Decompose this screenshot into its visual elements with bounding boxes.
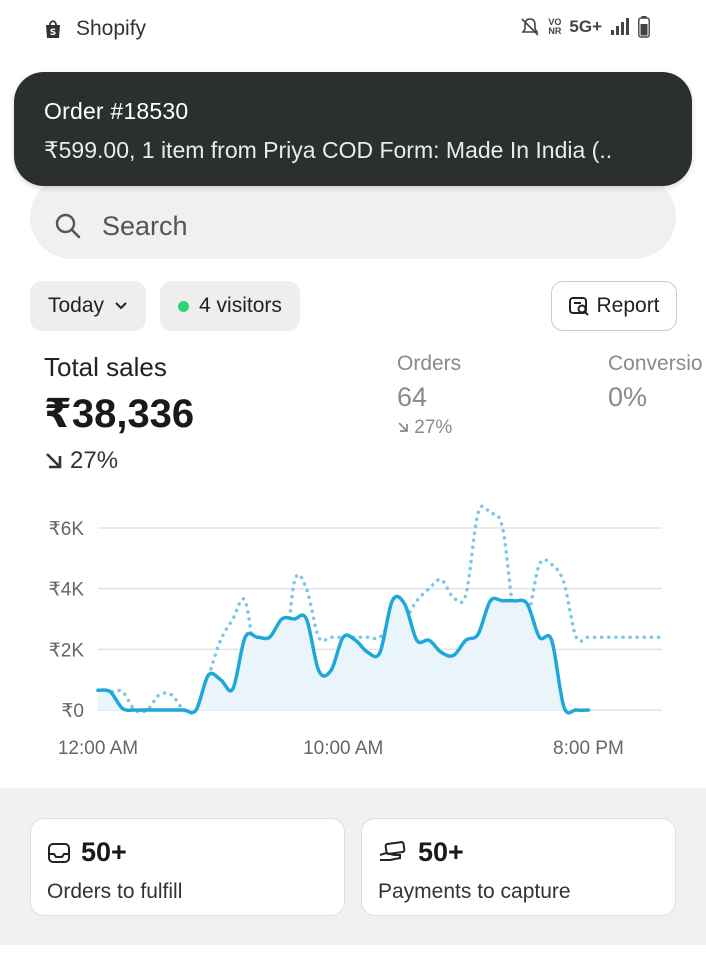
signal-icon bbox=[611, 18, 629, 35]
total-sales-change-value: 27% bbox=[70, 447, 119, 474]
payments-to-capture-card[interactable]: 50+ Payments to capture bbox=[361, 818, 676, 916]
series-line-today bbox=[96, 594, 591, 715]
total-sales-value: ₹38,336 bbox=[44, 392, 195, 436]
tasks-section: 50+ Orders to fulfill 50+ Payments to ca… bbox=[0, 788, 706, 945]
search-bar[interactable]: Search bbox=[30, 175, 676, 259]
conversion-value: 0% bbox=[608, 382, 648, 412]
search-icon bbox=[55, 213, 81, 239]
live-dot-icon bbox=[178, 300, 190, 312]
orders-to-fulfill-count: 50+ bbox=[81, 837, 127, 867]
report-button[interactable]: Report bbox=[551, 281, 677, 331]
shopify-bag-icon: S bbox=[46, 20, 60, 38]
arrow-down-right-icon bbox=[398, 422, 408, 432]
bell-muted-icon bbox=[521, 18, 539, 36]
series-line-comparison bbox=[96, 504, 664, 715]
notification-body: ₹599.00, 1 item from Priya COD Form: Mad… bbox=[44, 137, 613, 163]
total-sales-metric[interactable]: Total sales ₹38,336 27% bbox=[44, 352, 194, 475]
conversion-label: Conversio bbox=[608, 352, 703, 375]
report-label: Report bbox=[596, 294, 660, 317]
battery-icon bbox=[638, 16, 650, 38]
payments-to-capture-label: Payments to capture bbox=[378, 880, 571, 903]
conversion-metric[interactable]: Conversio 0% bbox=[608, 352, 706, 413]
status-icons: VO NR 5G+ bbox=[520, 16, 650, 38]
y-tick-label: ₹4K bbox=[49, 580, 85, 601]
status-bar: S Shopify VO NR 5G+ bbox=[0, 0, 706, 60]
orders-to-fulfill-card[interactable]: 50+ Orders to fulfill bbox=[30, 818, 345, 916]
total-sales-label: Total sales bbox=[44, 352, 167, 382]
date-range-dropdown[interactable]: Today bbox=[30, 281, 147, 331]
orders-change: 27% bbox=[397, 417, 461, 439]
live-visitors-pill[interactable]: 4 visitors bbox=[160, 281, 300, 331]
volte-icon: VO NR bbox=[548, 17, 562, 36]
y-tick-label: ₹0 bbox=[61, 701, 84, 722]
orders-value: 64 bbox=[397, 382, 428, 412]
x-tick-label: 10:00 AM bbox=[303, 738, 383, 759]
status-app: S Shopify bbox=[44, 17, 146, 41]
order-notification[interactable]: Order #18530 ₹599.00, 1 item from Priya … bbox=[14, 72, 692, 186]
series-area-fill bbox=[98, 596, 589, 713]
orders-metric[interactable]: Orders 64 27% bbox=[397, 352, 461, 439]
notification-title: Order #18530 bbox=[44, 98, 189, 124]
orders-label: Orders bbox=[397, 352, 462, 375]
total-sales-change: 27% bbox=[44, 447, 194, 475]
report-icon bbox=[569, 297, 590, 316]
orders-change-value: 27% bbox=[414, 417, 453, 438]
sales-chart: ₹0 ₹2K ₹4K ₹6K 12:00 AM 10:00 AM 8:00 PM bbox=[49, 504, 664, 759]
orders-to-fulfill-label: Orders to fulfill bbox=[47, 880, 183, 903]
y-tick-label: ₹6K bbox=[49, 519, 85, 540]
visitors-label: 4 visitors bbox=[199, 294, 282, 317]
status-app-name: Shopify bbox=[76, 17, 147, 40]
chevron-down-icon bbox=[115, 302, 127, 310]
svg-text:S: S bbox=[50, 28, 56, 38]
x-tick-label: 8:00 PM bbox=[553, 738, 624, 759]
date-range-label: Today bbox=[48, 294, 105, 317]
filters-row: Today 4 visitors bbox=[30, 281, 300, 331]
payments-to-capture-count: 50+ bbox=[418, 837, 464, 867]
inbox-icon bbox=[48, 842, 70, 863]
payment-hand-icon bbox=[379, 840, 406, 861]
search-placeholder: Search bbox=[102, 210, 188, 241]
arrow-down-right-icon bbox=[46, 453, 62, 469]
y-tick-label: ₹2K bbox=[49, 640, 85, 661]
x-tick-label: 12:00 AM bbox=[58, 738, 138, 759]
network-label: 5G+ bbox=[569, 17, 602, 36]
